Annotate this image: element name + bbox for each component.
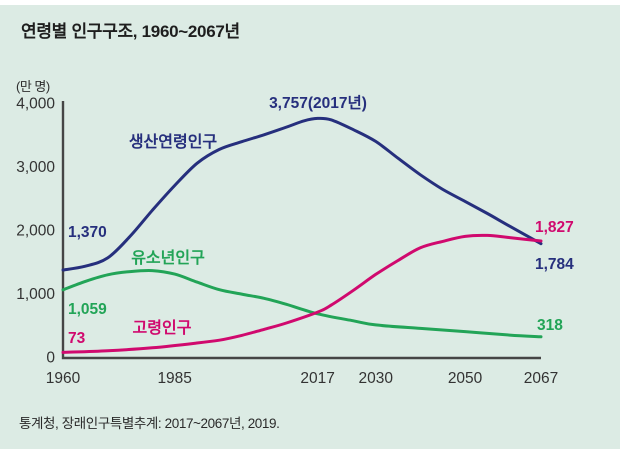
x-tick-label: 2030 bbox=[358, 370, 393, 387]
top-border-strip bbox=[0, 0, 620, 5]
x-tick-label: 2017 bbox=[300, 370, 334, 387]
y-tick-label: 4,000 bbox=[16, 96, 55, 113]
series-label-youth: 유소년인구 bbox=[131, 248, 205, 267]
series-label-elderly: 고령인구 bbox=[133, 318, 192, 337]
y-tick-label: 3,000 bbox=[16, 159, 55, 176]
series-label-working_age: 생산연령인구 bbox=[129, 132, 218, 151]
y-tick-label: 0 bbox=[46, 350, 55, 367]
axis-lines bbox=[61, 101, 541, 360]
y-tick-label: 1,000 bbox=[16, 286, 55, 303]
page-title: 연령별 인구구조, 1960~2067년 bbox=[21, 22, 240, 41]
x-tick-label: 2050 bbox=[448, 370, 483, 387]
value-annotation: 3,757(2017년) bbox=[269, 93, 367, 112]
source-note: 통계청, 장래인구특별추계: 2017~2067년, 2019. bbox=[19, 416, 280, 431]
line-working_age bbox=[61, 116, 543, 272]
y-axis-unit-label: (만 명) bbox=[16, 79, 50, 94]
value-annotation: 73 bbox=[68, 330, 86, 347]
line-youth bbox=[61, 268, 543, 339]
value-annotation: 318 bbox=[537, 317, 563, 334]
y-tick-label: 2,000 bbox=[16, 223, 55, 240]
x-tick-label: 2067 bbox=[524, 370, 558, 387]
value-annotation: 1,059 bbox=[68, 301, 107, 318]
line-elderly bbox=[61, 233, 543, 354]
value-annotation: 1,370 bbox=[68, 224, 107, 241]
value-annotation: 1,784 bbox=[535, 256, 574, 273]
x-tick-label: 1985 bbox=[157, 370, 191, 387]
x-tick-label: 1960 bbox=[46, 370, 81, 387]
value-annotation: 1,827 bbox=[535, 219, 574, 236]
